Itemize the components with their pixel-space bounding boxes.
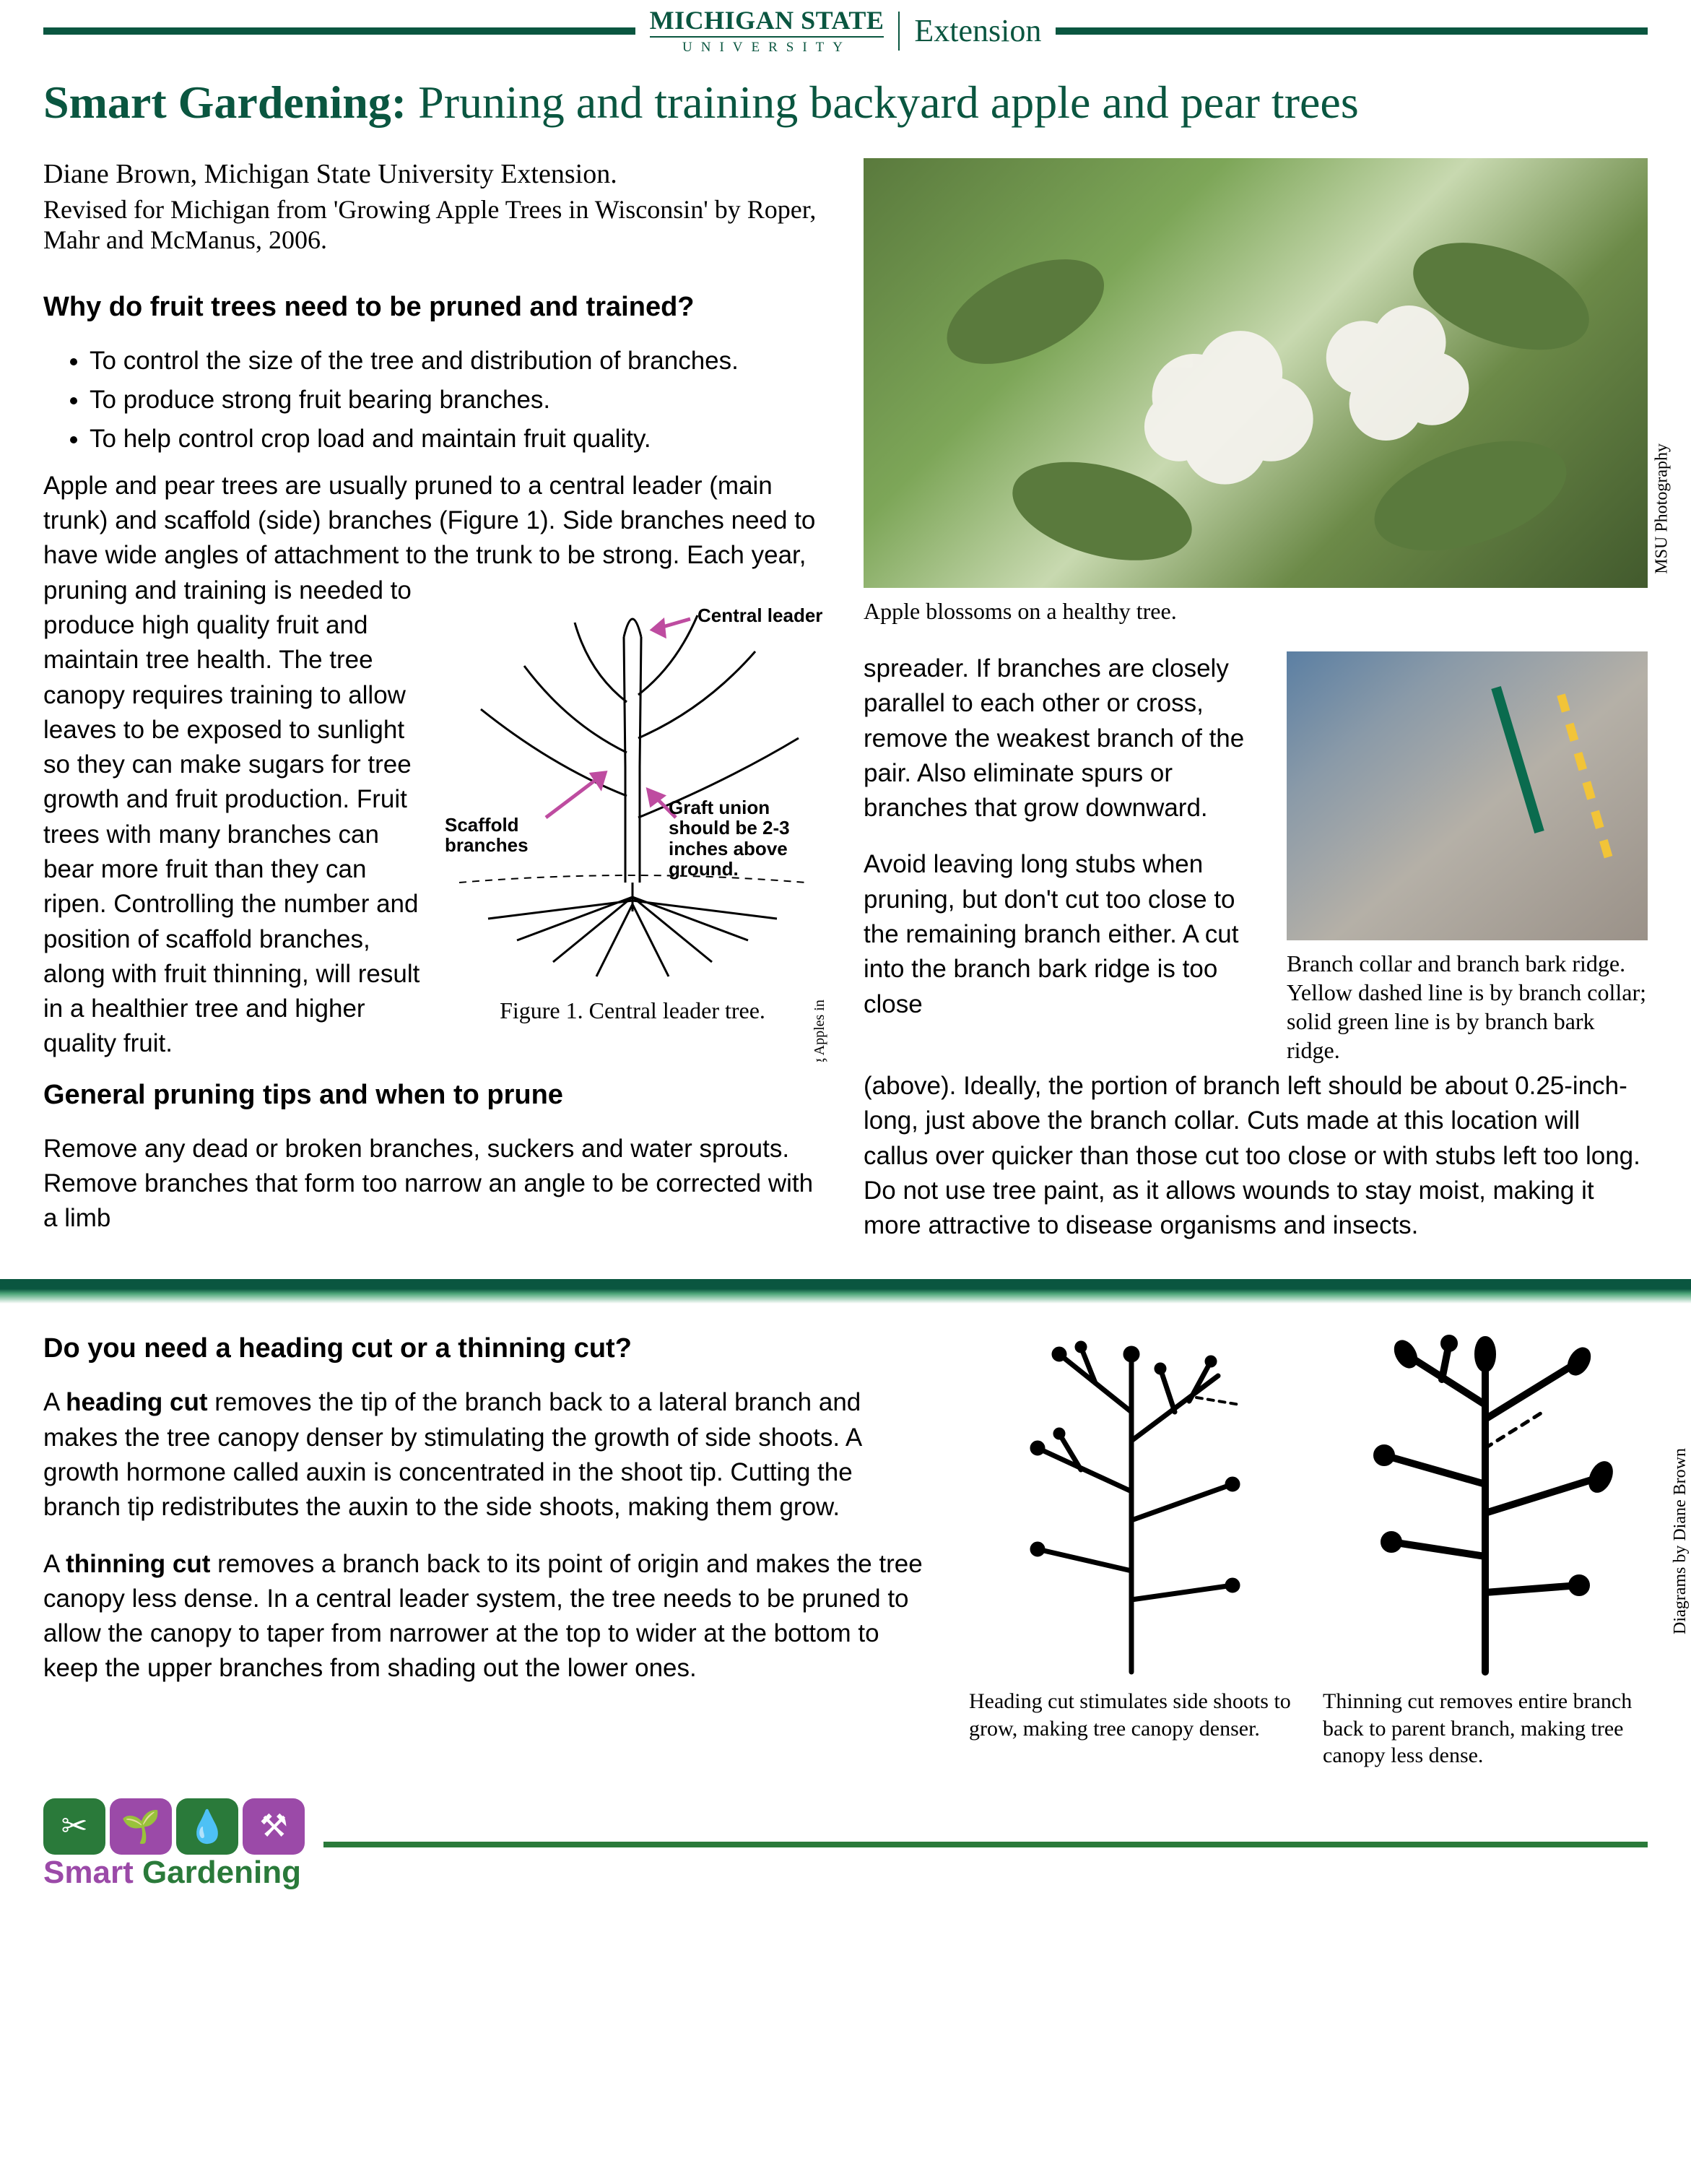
fig1-credit: Slightly modified by Diane Brown from Gr… (812, 938, 827, 1062)
right-text-3: (above). Ideally, the portion of branch … (864, 1069, 1648, 1243)
section1-heading: Why do fruit trees need to be pruned and… (43, 291, 827, 324)
figure1: Central leader Scaffold branches Graft u… (438, 579, 827, 1025)
right-column: MSU Photography Apple blossoms on a heal… (864, 158, 1648, 1243)
figure1-svg (438, 579, 827, 984)
cut-diagrams: Diagrams by Diane Brown (969, 1332, 1648, 1769)
msu-logo: MICHIGAN STATE UNIVERSITY Extension (635, 7, 1056, 54)
p2-pre: A (43, 1550, 66, 1578)
title-light: Pruning and training backyard apple and … (407, 77, 1359, 128)
footer-icons: ✂ 🌱 💧 ⚒ (43, 1798, 305, 1855)
author-line: Diane Brown, Michigan State University E… (43, 158, 827, 190)
section1-bullets: To control the size of the tree and dist… (43, 344, 827, 457)
logo-extension: Extension (914, 12, 1041, 49)
section-divider (0, 1279, 1691, 1304)
section3-para1: A heading cut removes the tip of the bra… (43, 1385, 926, 1525)
apple-blossom-photo (864, 158, 1648, 588)
figure1-caption: Figure 1. Central leader tree. (438, 996, 827, 1025)
logo-separator (898, 12, 900, 51)
heading-cut-diagram: Heading cut stimulates side shoots to gr… (969, 1332, 1294, 1769)
header-rule-right (1056, 27, 1648, 35)
section3-heading: Do you need a heading cut or a thinning … (43, 1332, 926, 1365)
thinning-cut-diagram: Thinning cut removes entire branch back … (1323, 1332, 1648, 1769)
page-title: Smart Gardening: Pruning and training ba… (43, 76, 1648, 129)
footer-brand: Smart Gardening (43, 1855, 305, 1891)
thinning-cut-caption: Thinning cut removes entire branch back … (1323, 1688, 1648, 1769)
logo-university: MICHIGAN STATE (650, 7, 884, 38)
branch-collar-photo (1287, 651, 1648, 940)
heading-cut-caption: Heading cut stimulates side shoots to gr… (969, 1688, 1294, 1742)
p2-bold: thinning cut (66, 1550, 210, 1578)
footer-rule (323, 1842, 1648, 1847)
bullet-1: To control the size of the tree and dist… (90, 344, 827, 378)
photo1-caption: Apple blossoms on a healthy tree. (864, 597, 1648, 625)
trowel-icon: ⚒ (243, 1798, 305, 1855)
seedling-icon: 🌱 (110, 1798, 172, 1855)
revised-line: Revised for Michigan from 'Growing Apple… (43, 194, 827, 255)
diagrams-credit: Diagrams by Diane Brown (1671, 1448, 1690, 1634)
left-column: Diane Brown, Michigan State University E… (43, 158, 827, 1243)
section3-text: Do you need a heading cut or a thinning … (43, 1332, 926, 1769)
footer: ✂ 🌱 💧 ⚒ Smart Gardening (43, 1798, 1648, 1891)
p1-bold: heading cut (66, 1388, 207, 1416)
footer-brand-2: Gardening (142, 1855, 301, 1890)
section2-para: Remove any dead or broken branches, suck… (43, 1132, 827, 1236)
fig1-label-graft: Graft union should be 2-3 inches above g… (669, 797, 813, 880)
footer-brand-1: Smart (43, 1855, 142, 1890)
title-bold: Smart Gardening: (43, 77, 407, 128)
section3-para2: A thinning cut removes a branch back to … (43, 1547, 926, 1686)
mower-icon: ✂ (43, 1798, 105, 1855)
watering-icon: 💧 (176, 1798, 238, 1855)
fig1-label-central: Central leader (697, 605, 822, 626)
section1-para-before: Apple and pear trees are usually pruned … (43, 469, 827, 573)
photo2-wrap: Branch collar and branch bark ridge. Yel… (1287, 651, 1648, 1065)
photo1-credit: MSU Photography (1653, 443, 1672, 574)
section2-heading: General pruning tips and when to prune (43, 1079, 827, 1112)
p1-pre: A (43, 1388, 66, 1416)
header-rule-left (43, 27, 635, 35)
header: MICHIGAN STATE UNIVERSITY Extension (43, 0, 1648, 54)
photo1-wrap: MSU Photography (864, 158, 1648, 588)
bullet-2: To produce strong fruit bearing branches… (90, 383, 827, 417)
logo-university-sub: UNIVERSITY (650, 40, 884, 54)
bullet-3: To help control crop load and maintain f… (90, 422, 827, 456)
photo2-caption: Branch collar and branch bark ridge. Yel… (1287, 949, 1648, 1065)
fig1-label-scaffold: Scaffold branches (445, 815, 539, 856)
